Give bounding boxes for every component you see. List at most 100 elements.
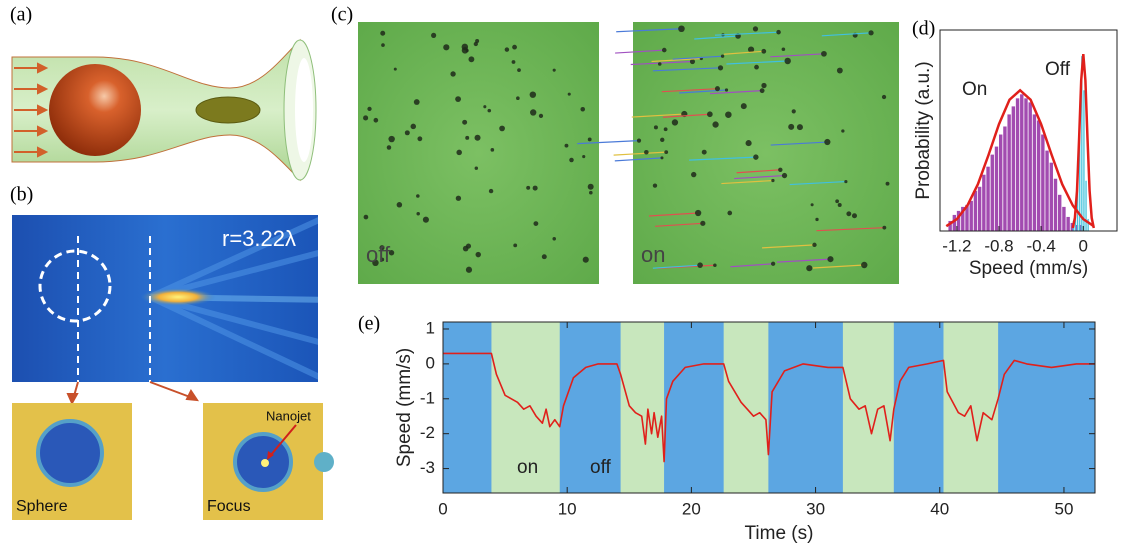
- particle: [588, 184, 594, 190]
- particle: [727, 211, 732, 216]
- arrows: [68, 382, 197, 403]
- x-tick-label: 20: [682, 499, 701, 518]
- particle: [827, 256, 833, 262]
- particle: [394, 68, 397, 71]
- bar: [1003, 126, 1006, 231]
- bar: [1020, 94, 1023, 231]
- particle: [713, 263, 717, 267]
- on-interval: [621, 322, 664, 493]
- y-axis-label: Speed (mm/s): [394, 348, 415, 467]
- y-tick-label: -1: [420, 388, 435, 407]
- particle: [463, 246, 469, 252]
- particle: [725, 111, 732, 118]
- x-tick-label: 0: [438, 499, 447, 518]
- particle: [702, 150, 707, 155]
- particle: [455, 96, 461, 102]
- x-tick-label: 50: [1054, 499, 1073, 518]
- particle: [886, 182, 890, 186]
- bar: [999, 135, 1002, 231]
- particle: [725, 88, 728, 91]
- particle: [468, 56, 474, 62]
- particle: [753, 154, 758, 159]
- particle: [443, 44, 449, 50]
- x-tick-label: 30: [806, 499, 825, 518]
- particle: [754, 65, 759, 70]
- particle: [695, 210, 701, 216]
- particle: [513, 243, 517, 247]
- on-interval: [843, 322, 894, 493]
- particle: [411, 124, 416, 129]
- particle: [516, 96, 520, 100]
- particle: [771, 179, 774, 182]
- particle: [760, 88, 765, 93]
- bar: [1012, 106, 1015, 231]
- panel-label: (a): [10, 4, 32, 26]
- bar: [991, 155, 994, 231]
- particle: [416, 194, 420, 198]
- bar: [1007, 114, 1010, 231]
- bar: [1016, 98, 1019, 231]
- particle: [416, 212, 419, 215]
- particle: [721, 54, 724, 57]
- x-tick-label: 40: [930, 499, 949, 518]
- particle: [381, 43, 385, 47]
- particle: [771, 262, 775, 266]
- bar: [995, 147, 998, 231]
- particle: [821, 51, 827, 57]
- particle: [776, 30, 781, 35]
- particle: [487, 109, 491, 113]
- inset-label: Sphere: [16, 498, 68, 515]
- particle: [456, 150, 462, 156]
- particle: [367, 107, 371, 111]
- bar: [1058, 195, 1061, 231]
- particle: [806, 265, 812, 271]
- particle: [788, 124, 794, 130]
- particle: [568, 93, 571, 96]
- schematic: [12, 40, 316, 180]
- particle: [499, 126, 505, 132]
- particle: [405, 130, 410, 135]
- micrograph: off: [358, 22, 599, 284]
- pointer-label: Nanojet: [266, 408, 311, 423]
- panel-label: (e): [358, 313, 380, 335]
- figure: (a) (b) (c) (d) (e) r=3.22λ: [0, 0, 1129, 548]
- particle: [583, 257, 589, 263]
- particle: [797, 124, 803, 130]
- particle: [637, 139, 641, 143]
- particle: [653, 183, 657, 187]
- particle: [588, 137, 592, 141]
- bar: [1041, 135, 1044, 231]
- particle: [678, 25, 685, 32]
- particle: [815, 218, 818, 221]
- particle: [539, 114, 543, 118]
- particle: [397, 202, 403, 208]
- y-tick-label: -3: [420, 458, 435, 477]
- particle: [505, 47, 509, 51]
- bar: [1037, 120, 1040, 231]
- bar: [978, 187, 981, 231]
- y-tick-label: 0: [426, 353, 435, 372]
- inset: Nanojet Focus: [203, 403, 334, 520]
- x-tick-label: -0.4: [1026, 236, 1055, 255]
- particle: [654, 125, 658, 129]
- particle: [466, 267, 472, 273]
- particle: [542, 254, 547, 259]
- particle: [838, 203, 842, 207]
- annotation: off: [590, 457, 612, 478]
- bar: [1083, 90, 1084, 231]
- particle: [569, 158, 574, 163]
- particle: [835, 199, 839, 203]
- panel-label: (d): [912, 18, 935, 40]
- x-axis-label: Speed (mm/s): [969, 258, 1088, 279]
- particle: [868, 30, 873, 35]
- x-tick-label: -0.8: [984, 236, 1013, 255]
- particle: [530, 109, 536, 115]
- bar: [1024, 98, 1027, 231]
- particle: [861, 262, 867, 268]
- particle: [844, 180, 847, 183]
- particle: [718, 65, 723, 70]
- bar: [986, 167, 989, 231]
- particle: [811, 203, 814, 206]
- particle: [761, 49, 766, 54]
- particle: [491, 148, 495, 152]
